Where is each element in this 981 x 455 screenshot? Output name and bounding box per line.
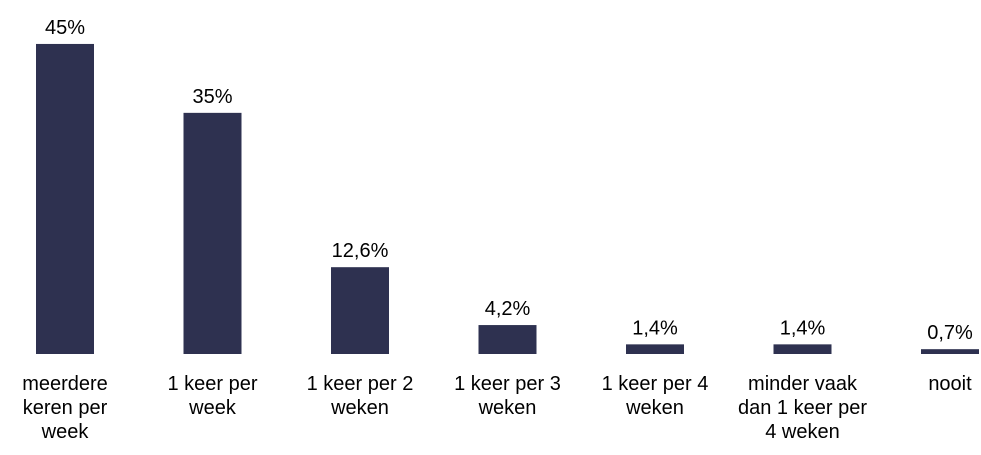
- x-tick-label: nooit: [928, 373, 972, 395]
- x-tick-label: 1 keer per 3 weken: [454, 373, 561, 419]
- x-tick-label: 1 keer per week: [167, 373, 258, 419]
- bar: [921, 349, 979, 354]
- value-label: 1,4%: [632, 317, 678, 339]
- value-label: 1,4%: [780, 317, 826, 339]
- x-tick-label: meerdere keren per week: [22, 373, 108, 443]
- x-tick-label: minder vaak dan 1 keer per 4 weken: [738, 373, 867, 443]
- bar: [183, 112, 242, 354]
- value-label: 35%: [192, 86, 232, 108]
- bar: [773, 344, 832, 354]
- value-label: 4,2%: [485, 298, 531, 320]
- value-label: 45%: [45, 17, 85, 39]
- bar: [626, 344, 684, 354]
- value-label: 12,6%: [332, 240, 389, 262]
- bar: [478, 325, 537, 354]
- value-label: 0,7%: [927, 322, 973, 344]
- x-tick-label: 1 keer per 2 weken: [306, 373, 414, 419]
- bar: [331, 267, 389, 354]
- x-tick-label: 1 keer per 4 weken: [601, 373, 709, 419]
- bar: [36, 43, 94, 354]
